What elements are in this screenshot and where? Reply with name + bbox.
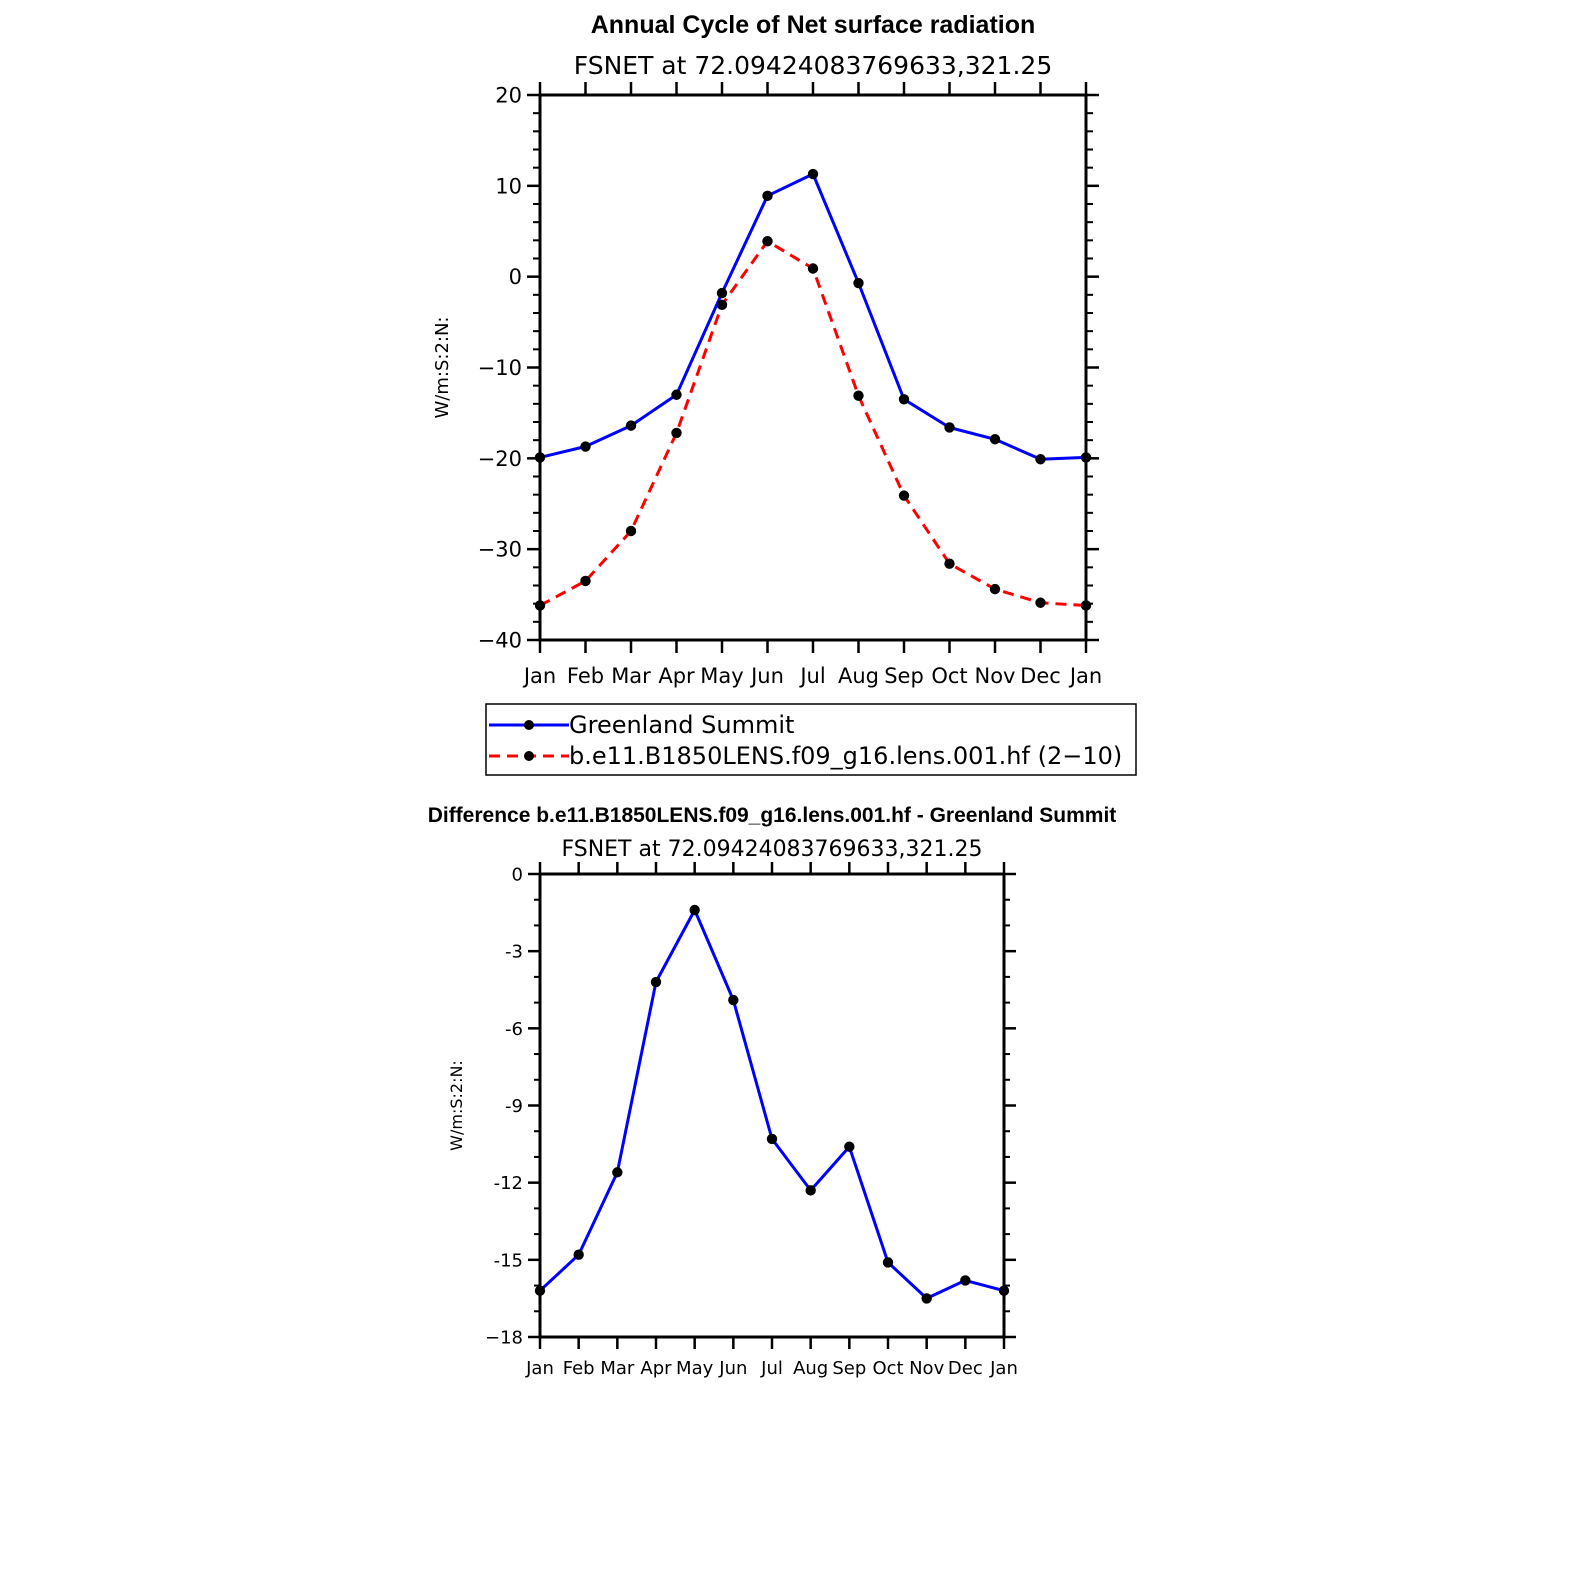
- legend: Greenland Summit b.e11.B1850LENS.f09_g16.…: [485, 703, 1137, 776]
- y-tick-label: −18: [485, 1327, 523, 1348]
- y-tick-label: -12: [494, 1173, 523, 1194]
- data-point: [728, 994, 739, 1006]
- x-tick-label: Jan: [525, 1358, 554, 1379]
- x-tick-label: Nov: [975, 664, 1016, 688]
- x-tick-label: May: [676, 1358, 714, 1379]
- data-point: [625, 525, 637, 537]
- data-point: [882, 1257, 894, 1268]
- data-point: [580, 575, 591, 587]
- data-point: [807, 168, 819, 180]
- y-tick-label: -9: [505, 1096, 523, 1117]
- x-tick-label: Oct: [872, 1358, 903, 1379]
- y-tick-label: 0: [509, 265, 522, 289]
- data-point: [762, 236, 773, 247]
- x-tick-label: Apr: [658, 664, 695, 688]
- x-tick-label: Sep: [832, 1358, 866, 1379]
- y-axis-label: W/m:S:2:N:: [432, 317, 453, 419]
- x-tick-label: Apr: [640, 1358, 672, 1379]
- y-tick-label: -6: [505, 1019, 523, 1040]
- data-point: [689, 904, 700, 916]
- plot-frame: [538, 872, 1006, 1339]
- x-tick-label: Feb: [567, 664, 604, 688]
- chart-title: Annual Cycle of Net surface radiation: [591, 11, 1036, 39]
- x-tick-label: Mar: [611, 664, 651, 688]
- data-point: [580, 441, 591, 452]
- data-point: [573, 1249, 584, 1260]
- y-tick-label: -15: [494, 1250, 523, 1271]
- y-tick-label: −10: [478, 356, 522, 380]
- x-tick-label: Jul: [798, 664, 825, 688]
- data-point: [989, 434, 1001, 445]
- x-tick-label: Jul: [760, 1358, 783, 1379]
- x-tick-label: Dec: [948, 1358, 983, 1379]
- series-line-0: [538, 908, 1005, 1300]
- data-point: [944, 422, 955, 433]
- data-point: [921, 1293, 932, 1304]
- data-point: [534, 600, 546, 611]
- data-point: [805, 1185, 816, 1196]
- x-tick-label: Nov: [909, 1358, 944, 1379]
- y-tick-label: 20: [495, 84, 522, 108]
- data-point: [625, 420, 637, 431]
- data-point: [898, 490, 910, 501]
- legend-box: [485, 703, 1137, 776]
- data-point: [898, 394, 910, 405]
- legend-marker-1: [524, 751, 534, 761]
- data-point: [853, 277, 864, 289]
- x-tick-label: Sep: [884, 664, 924, 688]
- chart-subtitle: FSNET at 72.09424083769633,321.25: [561, 837, 982, 862]
- x-tick-label: Mar: [600, 1358, 635, 1379]
- data-point: [989, 583, 1001, 595]
- x-tick-label: Jan: [1068, 664, 1102, 688]
- data-point: [1080, 452, 1092, 463]
- legend-marker-0: [524, 720, 534, 730]
- legend-label-0: Greenland Summit: [569, 711, 794, 739]
- x-tick-label: Jan: [522, 664, 556, 688]
- data-point: [998, 1285, 1010, 1296]
- data-point: [762, 190, 773, 202]
- data-point: [807, 263, 819, 274]
- data-point: [1035, 454, 1046, 465]
- data-point: [671, 427, 682, 439]
- data-point: [960, 1275, 971, 1286]
- series-line-0: [539, 172, 1087, 461]
- legend-label-1: b.e11.B1850LENS.f09_g16.lens.001.hf (2−1…: [569, 742, 1122, 770]
- y-tick-label: −30: [478, 538, 522, 562]
- x-tick-label: Oct: [931, 664, 967, 688]
- chart-title: Difference b.e11.B1850LENS.f09_g16.lens.…: [428, 804, 1117, 827]
- data-point: [716, 287, 728, 299]
- x-tick-label: Jun: [718, 1358, 747, 1379]
- series-line-1: [539, 239, 1087, 607]
- data-point: [650, 976, 662, 988]
- y-axis-label: W/m:S:2:N:: [447, 1060, 466, 1151]
- y-tick-label: 0: [512, 864, 523, 885]
- x-tick-label: Feb: [563, 1358, 595, 1379]
- y-tick-label: −40: [478, 629, 522, 653]
- x-tick-label: Jan: [989, 1358, 1018, 1379]
- difference-chart: Difference b.e11.B1850LENS.f09_g16.lens.…: [428, 804, 1117, 1379]
- data-point: [844, 1141, 855, 1152]
- annual-cycle-chart: Annual Cycle of Net surface radiation FSN…: [432, 11, 1137, 776]
- x-tick-label: May: [700, 664, 743, 688]
- y-tick-label: −20: [478, 447, 522, 471]
- data-point: [671, 389, 682, 400]
- y-tick-label: 10: [495, 174, 522, 198]
- data-point: [534, 1285, 546, 1296]
- x-tick-label: Aug: [793, 1358, 828, 1379]
- chart-subtitle: FSNET at 72.09424083769633,321.25: [574, 51, 1052, 80]
- data-point: [766, 1133, 778, 1145]
- x-tick-label: Jun: [749, 664, 784, 688]
- x-tick-label: Dec: [1020, 664, 1061, 688]
- data-point: [1035, 597, 1046, 608]
- y-tick-label: -3: [505, 942, 523, 963]
- data-point: [944, 558, 955, 569]
- x-tick-label: Aug: [838, 664, 879, 688]
- data-point: [853, 390, 864, 401]
- data-point: [1080, 600, 1092, 611]
- data-point: [716, 299, 728, 311]
- data-point: [534, 452, 546, 463]
- data-point: [612, 1167, 623, 1178]
